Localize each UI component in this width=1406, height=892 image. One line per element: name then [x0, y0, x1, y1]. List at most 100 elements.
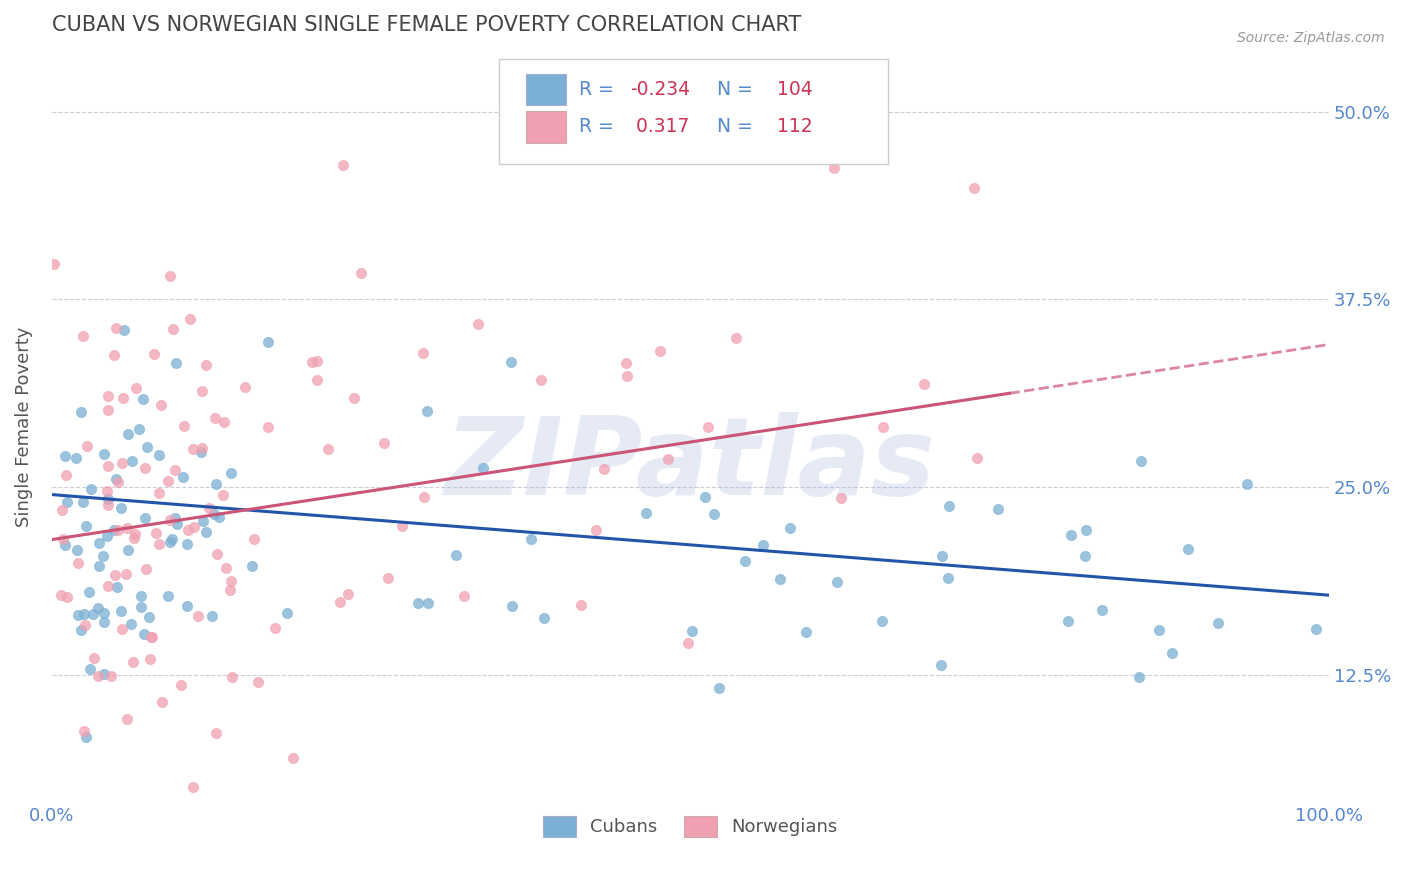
Point: [416, 596, 439, 610]
Point: [1076, 523, 1098, 537]
Point: [112, 323, 135, 337]
Point: [150, 695, 173, 709]
Point: [86, 601, 108, 615]
Point: [179, 312, 201, 326]
Point: [929, 657, 952, 672]
Point: [1128, 670, 1150, 684]
Point: [73, 618, 96, 632]
Point: [70, 404, 93, 418]
Point: [75, 519, 97, 533]
Point: [825, 575, 848, 590]
Point: [53, 538, 76, 552]
Text: 104: 104: [778, 80, 813, 99]
Point: [163, 510, 186, 524]
Point: [938, 500, 960, 514]
Point: [173, 419, 195, 434]
Point: [219, 467, 242, 481]
Point: [218, 582, 240, 597]
Point: [391, 519, 413, 533]
Point: [97, 458, 120, 473]
Point: [97, 389, 120, 403]
Point: [55, 591, 77, 605]
Point: [863, 78, 886, 93]
Point: [170, 677, 193, 691]
Point: [530, 373, 553, 387]
Text: 112: 112: [778, 118, 813, 136]
Point: [208, 509, 231, 524]
Point: [963, 181, 986, 195]
Legend: Cubans, Norwegians: Cubans, Norwegians: [534, 807, 846, 846]
Point: [377, 571, 399, 585]
Point: [693, 491, 716, 505]
Point: [112, 391, 135, 405]
Point: [135, 562, 157, 576]
Point: [97, 499, 120, 513]
Point: [79, 662, 101, 676]
Point: [499, 355, 522, 369]
Point: [201, 609, 224, 624]
Point: [117, 426, 139, 441]
Point: [159, 513, 181, 527]
Point: [177, 523, 200, 537]
Point: [55, 495, 77, 509]
Point: [446, 549, 468, 563]
Point: [936, 571, 959, 585]
Point: [332, 158, 354, 172]
Point: [55, 467, 77, 482]
Point: [1206, 615, 1229, 630]
Point: [194, 358, 217, 372]
Text: -0.234: -0.234: [630, 80, 690, 99]
Point: [204, 411, 226, 425]
Point: [413, 490, 436, 504]
Point: [636, 506, 658, 520]
Point: [1060, 527, 1083, 541]
Point: [172, 469, 194, 483]
Point: [190, 442, 212, 456]
Point: [97, 491, 120, 506]
Point: [141, 631, 163, 645]
Point: [93, 607, 115, 621]
Point: [103, 348, 125, 362]
Point: [86, 669, 108, 683]
Point: [221, 670, 243, 684]
Point: [212, 415, 235, 429]
Point: [129, 600, 152, 615]
Point: [148, 486, 170, 500]
Point: [343, 391, 366, 405]
Point: [703, 507, 725, 521]
Point: [301, 355, 323, 369]
Point: [176, 599, 198, 613]
Point: [80, 482, 103, 496]
Text: Source: ZipAtlas.com: Source: ZipAtlas.com: [1237, 31, 1385, 45]
Point: [139, 652, 162, 666]
Point: [132, 627, 155, 641]
Point: [373, 436, 395, 450]
Point: [73, 723, 96, 738]
Point: [75, 730, 97, 744]
Point: [104, 568, 127, 582]
Point: [616, 369, 638, 384]
Point: [128, 422, 150, 436]
Point: [571, 598, 593, 612]
Point: [406, 597, 429, 611]
Point: [93, 447, 115, 461]
Point: [125, 381, 148, 395]
Point: [93, 615, 115, 629]
Point: [593, 462, 616, 476]
Point: [263, 621, 285, 635]
Point: [49, 588, 72, 602]
Point: [124, 526, 146, 541]
Y-axis label: Single Female Poverty: Single Female Poverty: [15, 326, 32, 527]
Point: [734, 553, 756, 567]
Point: [120, 616, 142, 631]
Point: [769, 572, 792, 586]
Point: [183, 520, 205, 534]
Point: [501, 599, 523, 613]
Point: [779, 521, 801, 535]
Point: [115, 566, 138, 581]
Point: [145, 525, 167, 540]
Point: [648, 344, 671, 359]
Point: [134, 461, 156, 475]
Point: [142, 347, 165, 361]
Point: [752, 538, 775, 552]
